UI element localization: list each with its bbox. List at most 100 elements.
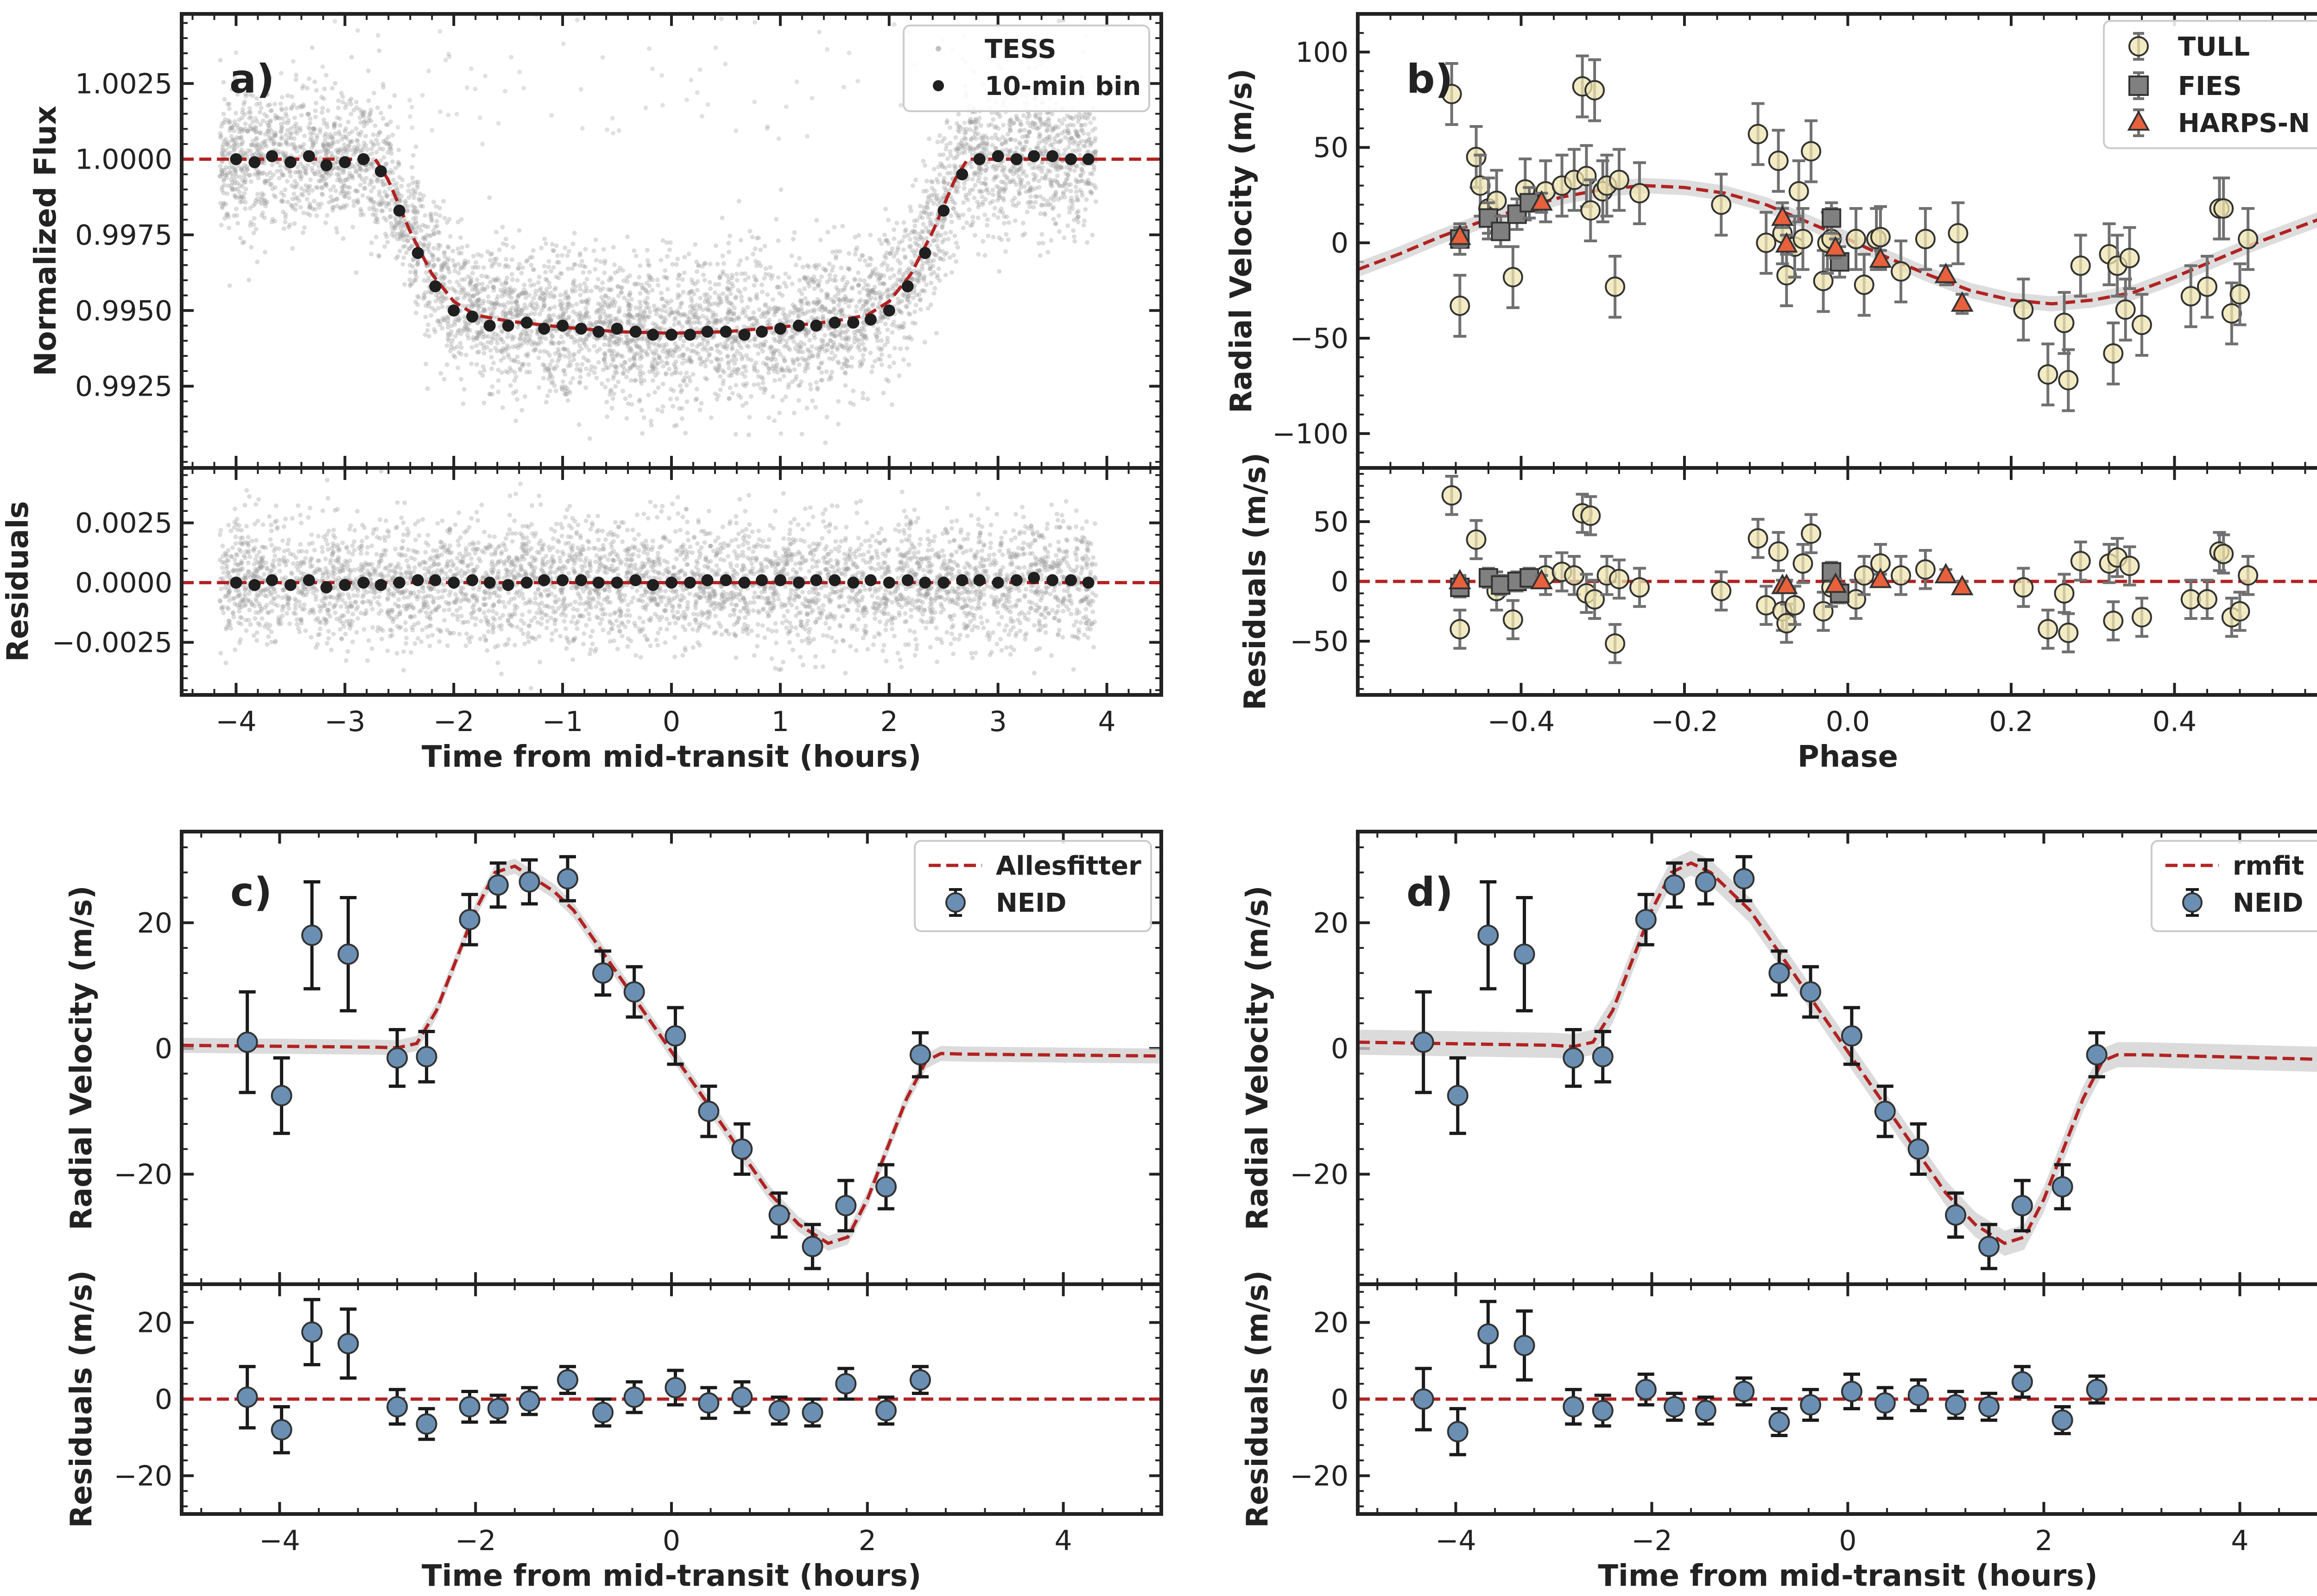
tess-point — [622, 360, 627, 365]
tess-point — [612, 340, 617, 345]
tess-point — [606, 304, 611, 309]
tess-point — [880, 291, 886, 296]
tess-point — [566, 296, 571, 301]
tess-point — [602, 334, 607, 340]
tess-point — [770, 394, 775, 399]
tess-point — [330, 205, 335, 210]
tess-point — [851, 402, 856, 407]
tess-point — [785, 365, 790, 370]
tess-point — [300, 145, 305, 150]
tess-point — [1085, 240, 1090, 245]
tess-point — [760, 290, 765, 295]
tess-point — [542, 264, 547, 269]
tess-point — [413, 215, 418, 220]
tess-point — [986, 233, 991, 239]
tess-point — [342, 205, 347, 210]
tess-point — [981, 239, 986, 244]
tess-point — [626, 401, 631, 406]
tess-point — [995, 163, 1000, 168]
tess-point — [578, 369, 583, 374]
tess-point — [691, 291, 696, 296]
tess-point — [897, 240, 902, 246]
tess-point — [1068, 165, 1073, 170]
tess-point — [243, 206, 248, 211]
tess-point — [456, 246, 461, 252]
tess-point — [936, 180, 941, 185]
tess-point — [867, 255, 872, 260]
tess-point — [802, 275, 807, 280]
tess-point — [694, 259, 699, 265]
tess-point — [685, 321, 690, 326]
tess-point — [835, 345, 840, 350]
tess-point — [690, 372, 696, 377]
tess-point — [424, 361, 429, 366]
tess-point — [912, 268, 917, 273]
tess-point — [903, 229, 908, 234]
tess-point — [738, 258, 743, 263]
tess-point — [430, 252, 435, 258]
tess-point — [652, 303, 657, 309]
tess-point — [505, 334, 510, 340]
tess-point — [594, 320, 599, 325]
tess-point — [570, 376, 575, 381]
tess-point — [647, 283, 652, 288]
tess-point — [976, 252, 981, 257]
tess-point — [830, 249, 836, 254]
tess-point — [775, 370, 780, 375]
tess-point — [683, 430, 688, 435]
tess-point — [312, 79, 317, 84]
tess-point — [1021, 169, 1026, 174]
tess-point — [678, 301, 684, 306]
tess-point — [967, 207, 972, 212]
tess-point — [308, 213, 313, 218]
tess-point — [520, 291, 525, 296]
tess-point — [821, 266, 826, 271]
tess-point — [240, 110, 245, 115]
tess-point — [503, 257, 508, 262]
tess-point — [925, 306, 931, 311]
tess-point — [889, 250, 894, 255]
tess-point — [462, 262, 467, 267]
tess-point — [490, 262, 495, 267]
tess-point — [302, 188, 307, 193]
tess-point — [439, 294, 444, 299]
tess-point — [747, 415, 752, 420]
tess-point — [524, 259, 529, 264]
tess-point — [542, 236, 547, 241]
tess-point — [593, 237, 598, 242]
tess-point — [1051, 216, 1056, 221]
tess-point — [956, 146, 962, 151]
tess-point — [557, 340, 562, 345]
tess-point — [298, 174, 303, 179]
tess-point — [698, 362, 703, 367]
tess-point — [476, 305, 481, 310]
tess-point — [989, 122, 994, 127]
tess-point — [566, 331, 571, 336]
tess-point — [475, 277, 480, 282]
tess-point — [996, 190, 1001, 195]
tess-point — [280, 116, 285, 121]
tess-point — [224, 141, 229, 146]
tess-point — [1053, 124, 1058, 129]
tess-point — [530, 254, 535, 259]
tess-point — [959, 141, 964, 146]
tess-point — [857, 257, 862, 262]
tess-point — [901, 357, 906, 362]
tess-point — [499, 358, 504, 363]
tess-point — [374, 208, 379, 213]
tess-point — [931, 290, 937, 296]
tess-point — [1091, 116, 1096, 121]
tess-point — [1007, 128, 1013, 133]
tess-point — [668, 397, 673, 402]
tess-point — [810, 353, 815, 359]
tess-point — [252, 216, 257, 221]
tess-point — [938, 256, 943, 261]
tess-point — [389, 221, 394, 226]
tess-point — [634, 344, 639, 349]
tess-point — [337, 148, 342, 153]
tess-point — [418, 228, 424, 233]
tess-point — [627, 290, 633, 295]
tess-point — [639, 282, 644, 287]
tess-point — [918, 298, 923, 303]
tess-point — [837, 249, 842, 254]
